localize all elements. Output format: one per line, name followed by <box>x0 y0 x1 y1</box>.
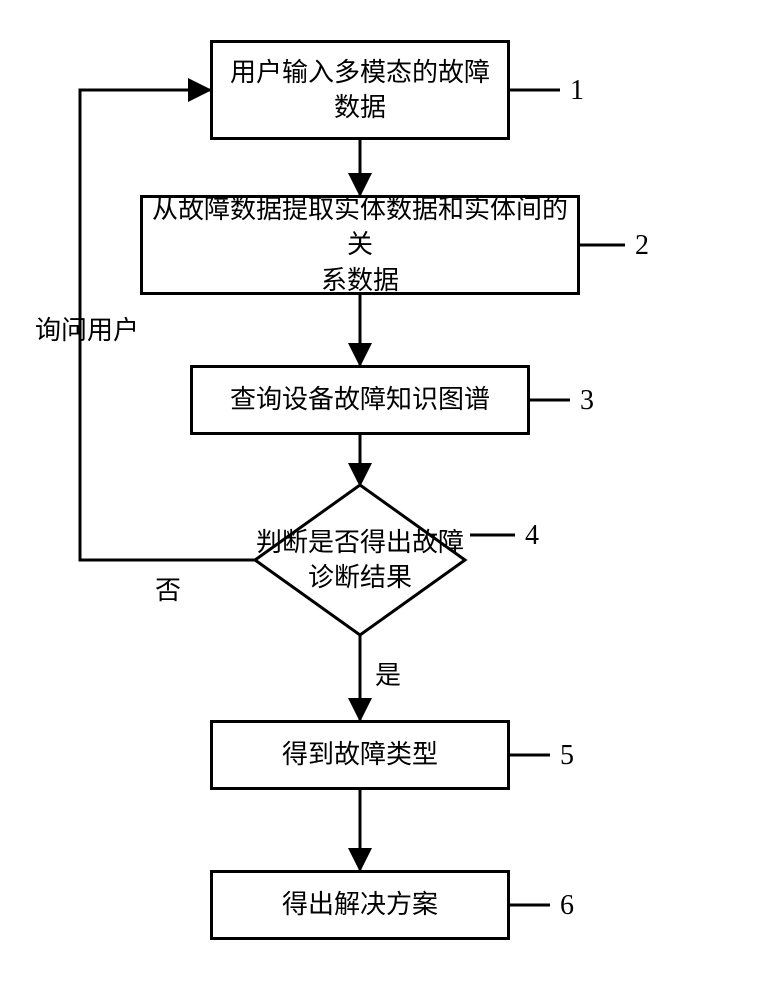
node-n1-number: 1 <box>570 75 584 107</box>
node-n3-number: 3 <box>580 385 594 417</box>
edge-label-5: 否 <box>155 570 181 607</box>
node-n4-number: 4 <box>525 520 539 552</box>
node-n2: 从故障数据提取实体数据和实体间的关系数据 <box>140 195 580 295</box>
node-n5-number: 5 <box>560 740 574 772</box>
node-n3: 查询设备故障知识图谱 <box>190 365 530 435</box>
node-n5: 得到故障类型 <box>210 720 510 790</box>
node-n6-number: 6 <box>560 890 574 922</box>
node-n6: 得出解决方案 <box>210 870 510 940</box>
node-n4-label: 判断是否得出故障诊断结果 <box>255 485 465 635</box>
edge-label-3: 是 <box>375 655 401 692</box>
edges-layer <box>0 0 781 1000</box>
flowchart-canvas: 用户输入多模态的故障数据 1 从故障数据提取实体数据和实体间的关系数据 2 查询设备故障… <box>0 0 781 1000</box>
node-n2-number: 2 <box>635 230 649 262</box>
node-n1: 用户输入多模态的故障数据 <box>210 40 510 140</box>
extra-label-0: 询问用户 <box>35 310 139 347</box>
node-n4 <box>255 485 465 635</box>
